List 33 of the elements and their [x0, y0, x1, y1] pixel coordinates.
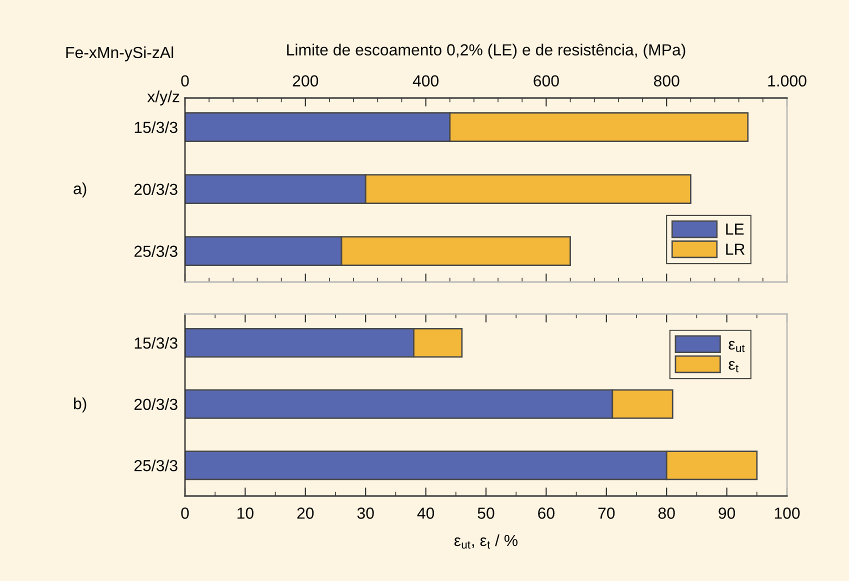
x2-tick-label: 200 — [292, 75, 318, 87]
x-tick-label: 80 — [658, 508, 675, 519]
x2-axis-title: Limite de escoamento 0,2% (LE) e de resistência, (MPa) — [287, 44, 686, 59]
x-tick-label: 70 — [598, 508, 615, 519]
y-tick-label: 20/3/3 — [134, 398, 178, 410]
x-tick-label: 20 — [297, 508, 314, 519]
chart-title: Fe-xMn-ySi-zAl — [66, 46, 174, 62]
x-tick-label: 10 — [238, 508, 254, 519]
x2-tick-label: 600 — [534, 75, 559, 87]
x2-tick-label: 1.000 — [768, 75, 806, 87]
y-tick-label: 15/3/3 — [134, 337, 178, 349]
x2-tick-label: 800 — [654, 75, 680, 87]
x2-tick-label: 400 — [412, 75, 438, 87]
y-tick-label: 20/3/3 — [134, 183, 178, 196]
text: b) — [74, 398, 86, 412]
legend-label: LR — [726, 244, 745, 255]
legend-label: LE — [726, 224, 744, 235]
y-tick-label: 15/3/3 — [134, 121, 178, 134]
x-tick-label: 0 — [181, 508, 189, 519]
x-tick-label: 100 — [774, 508, 800, 519]
legend-label: ε$_{ut}$ — [728, 340, 745, 352]
x-tick-label: 90 — [718, 508, 736, 519]
y-tick-label: 25/3/3 — [134, 460, 178, 472]
x-tick-label: 30 — [357, 508, 374, 519]
x-axis-title: ε$_{ut}$, ε$_{t}$ / % — [454, 534, 518, 549]
x-tick-label: 50 — [478, 508, 494, 519]
legend-label: ε$_{t}$ — [728, 361, 738, 372]
y-axis-title: x/y/z — [147, 90, 180, 106]
y-tick-label: 25/3/3 — [134, 245, 178, 257]
x2-tick-label: 0 — [181, 75, 189, 87]
text: a) — [74, 182, 86, 198]
x-tick-label: 40 — [417, 508, 434, 519]
x-tick-label: 60 — [538, 508, 554, 519]
